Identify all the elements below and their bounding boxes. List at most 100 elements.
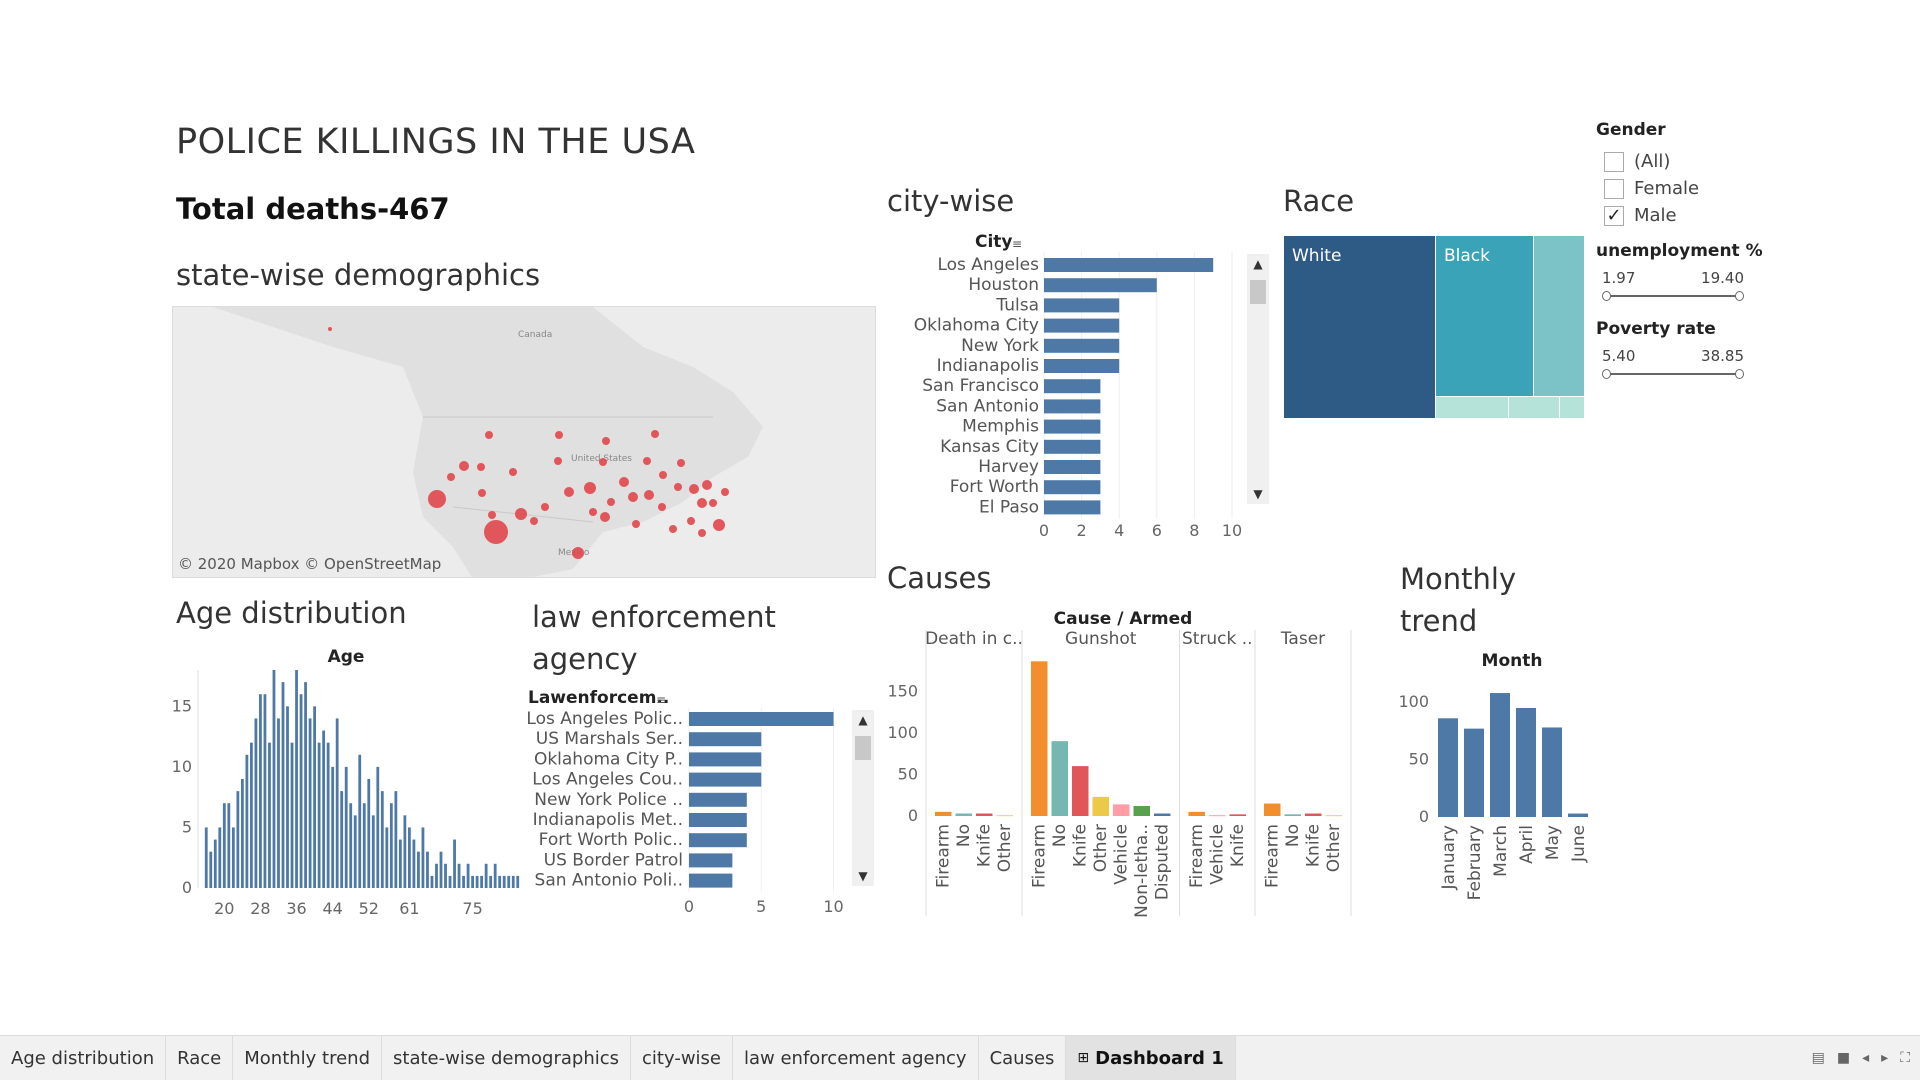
causes-bar[interactable]: [1284, 814, 1302, 816]
age-bar[interactable]: [213, 839, 217, 888]
age-bar[interactable]: [290, 742, 294, 888]
age-bar[interactable]: [358, 754, 362, 888]
tabs-view-icon[interactable]: ■: [1836, 1050, 1851, 1066]
scroll-down-icon[interactable]: ▼: [1253, 487, 1263, 501]
month-bar[interactable]: [1438, 718, 1458, 817]
race-cell-small-1[interactable]: [1436, 397, 1508, 418]
map-marker[interactable]: [484, 520, 508, 544]
map-marker[interactable]: [478, 489, 486, 497]
city-bar[interactable]: [1044, 278, 1157, 293]
age-bar[interactable]: [299, 694, 303, 888]
age-bar[interactable]: [340, 791, 344, 888]
map-marker[interactable]: [702, 480, 712, 490]
age-bar[interactable]: [453, 839, 456, 888]
causes-bar[interactable]: [1133, 806, 1151, 816]
city-scrollbar[interactable]: ▲ ▼: [1247, 254, 1269, 504]
city-bar[interactable]: [1044, 318, 1120, 333]
law-bar[interactable]: [689, 833, 747, 848]
tab-race[interactable]: Race: [166, 1036, 234, 1080]
tab-law-enforcement[interactable]: law enforcement agency: [733, 1036, 979, 1080]
map-marker[interactable]: [555, 431, 563, 439]
causes-bar[interactable]: [1325, 815, 1343, 817]
causes-bar[interactable]: [1113, 804, 1130, 816]
age-bar[interactable]: [362, 803, 366, 888]
age-bar[interactable]: [498, 875, 502, 888]
tab-monthly-trend[interactable]: Monthly trend: [233, 1036, 383, 1080]
age-chart[interactable]: Age 0 5 10 15 20 28 36 44 52 61 75: [172, 640, 522, 925]
month-bar[interactable]: [1490, 693, 1510, 817]
city-bar[interactable]: [1044, 298, 1120, 313]
age-bar[interactable]: [462, 875, 465, 888]
age-bar[interactable]: [376, 766, 380, 888]
map-marker[interactable]: [619, 477, 629, 487]
age-bar[interactable]: [408, 827, 411, 888]
month-bar[interactable]: [1464, 728, 1484, 817]
map-marker[interactable]: [687, 517, 695, 525]
poverty-track[interactable]: [1602, 369, 1744, 379]
monthly-chart[interactable]: Month 0 50 100 January February March April May…: [1385, 645, 1595, 925]
map-marker[interactable]: [709, 499, 717, 507]
law-bar[interactable]: [689, 732, 762, 747]
age-bar[interactable]: [380, 791, 384, 888]
age-bar[interactable]: [204, 827, 208, 888]
slider-handle-min[interactable]: [1602, 291, 1611, 301]
city-bar[interactable]: [1044, 460, 1101, 474]
age-bar[interactable]: [412, 839, 416, 888]
age-bar[interactable]: [439, 851, 443, 888]
law-bar[interactable]: [689, 772, 762, 787]
map-marker[interactable]: [328, 327, 332, 331]
causes-bar[interactable]: [1305, 813, 1322, 816]
causes-bar[interactable]: [955, 813, 973, 816]
map-marker[interactable]: [485, 431, 493, 439]
map-marker[interactable]: [589, 508, 597, 516]
map-marker[interactable]: [689, 484, 699, 494]
scroll-up-icon[interactable]: ▲: [858, 713, 868, 727]
age-bar[interactable]: [507, 875, 511, 888]
race-treemap[interactable]: White Black: [1284, 236, 1584, 418]
map-marker[interactable]: [628, 492, 638, 502]
age-bar[interactable]: [421, 827, 425, 888]
map-marker[interactable]: [459, 461, 469, 471]
map-marker[interactable]: [447, 473, 455, 481]
age-bar[interactable]: [349, 803, 353, 888]
map-marker[interactable]: [607, 498, 615, 506]
age-bar[interactable]: [231, 827, 235, 888]
causes-bar[interactable]: [1031, 661, 1048, 816]
age-bar[interactable]: [367, 779, 371, 888]
age-bar[interactable]: [511, 875, 515, 888]
causes-bar[interactable]: [1051, 741, 1069, 816]
slider-handle-min[interactable]: [1602, 369, 1611, 379]
race-cell-small-2[interactable]: [1509, 397, 1559, 418]
map-marker[interactable]: [572, 547, 584, 559]
city-chart[interactable]: City ≡ Los Angeles Houston Tulsa Oklahoma C…: [887, 226, 1277, 546]
age-bar[interactable]: [444, 863, 447, 888]
age-bar[interactable]: [263, 694, 267, 888]
city-bar[interactable]: [1044, 338, 1120, 353]
age-bar[interactable]: [218, 827, 222, 888]
law-scrollbar[interactable]: ▲ ▼: [852, 710, 874, 886]
checkbox-icon[interactable]: [1604, 178, 1624, 199]
age-bar[interactable]: [281, 682, 285, 888]
tab-dashboard-1[interactable]: ⊞ Dashboard 1: [1066, 1036, 1236, 1080]
age-bar[interactable]: [295, 670, 298, 888]
map-marker[interactable]: [541, 503, 549, 511]
age-bar[interactable]: [335, 718, 339, 888]
causes-bar[interactable]: [1264, 803, 1281, 816]
fullscreen-icon[interactable]: ⛶: [1900, 1050, 1910, 1066]
sort-icon[interactable]: ≡: [656, 693, 666, 707]
causes-bar[interactable]: [976, 813, 993, 816]
map-marker[interactable]: [677, 459, 685, 467]
age-bar[interactable]: [277, 718, 280, 888]
map-marker[interactable]: [632, 520, 640, 528]
age-bar[interactable]: [471, 875, 474, 888]
age-bar[interactable]: [313, 706, 316, 888]
map-marker[interactable]: [659, 471, 667, 479]
law-bar[interactable]: [689, 853, 733, 868]
age-bar[interactable]: [389, 803, 393, 888]
age-bar[interactable]: [426, 851, 429, 888]
causes-bar[interactable]: [1092, 796, 1110, 816]
scroll-down-icon[interactable]: ▼: [858, 869, 868, 883]
age-bar[interactable]: [268, 742, 271, 888]
age-bar[interactable]: [240, 779, 244, 888]
